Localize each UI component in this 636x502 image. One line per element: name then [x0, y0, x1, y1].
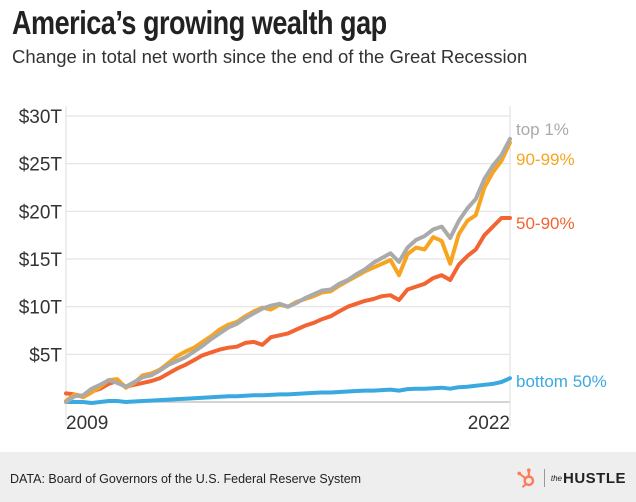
data-source-note: DATA: Board of Governors of the U.S. Fed… [10, 472, 362, 486]
series-line-bottom-50- [64, 376, 512, 405]
x-tick-label: 2022 [468, 413, 510, 434]
footer-bar: DATA: Board of Governors of the U.S. Fed… [0, 452, 636, 502]
brand-hustle: HUSTLE [563, 469, 626, 487]
series-label: 50-90% [516, 214, 575, 233]
y-tick-label: $5T [29, 345, 62, 366]
brand-the: the [550, 473, 562, 483]
series-labels: top 1% 90-99% 50-90% bottom 50% [516, 120, 607, 391]
y-tick-label: $25T [19, 155, 63, 176]
x-axis-ticks: 2009 2022 [66, 413, 510, 434]
chart-title: America’s growing wealth gap [12, 4, 387, 41]
series-line-90-99- [64, 140, 512, 403]
series-line-50-90- [64, 216, 512, 399]
y-axis-ticks: $5T $10T $15T $20T $25T $30T [19, 107, 63, 366]
chart-subtitle: Change in total net worth since the end … [12, 46, 528, 67]
hubspot-sprocket-icon [517, 468, 535, 488]
grid-lines [65, 106, 511, 426]
series-line-top-1- [64, 136, 512, 404]
y-tick-label: $30T [19, 107, 63, 128]
y-tick-label: $20T [19, 202, 63, 223]
y-tick-label: $10T [19, 298, 63, 319]
series-label: 90-99% [516, 150, 575, 169]
logo-divider [543, 469, 545, 487]
series-label: bottom 50% [516, 372, 607, 391]
line-chart: $5T $10T $15T $20T $25T $30T 2009 2022 top 1% 9… [19, 106, 607, 434]
x-tick-label: 2009 [66, 413, 108, 434]
series-lines [64, 136, 512, 405]
series-label: top 1% [516, 120, 569, 139]
the-hustle-logo: the HUSTLE [516, 466, 626, 490]
y-tick-label: $15T [19, 250, 63, 271]
